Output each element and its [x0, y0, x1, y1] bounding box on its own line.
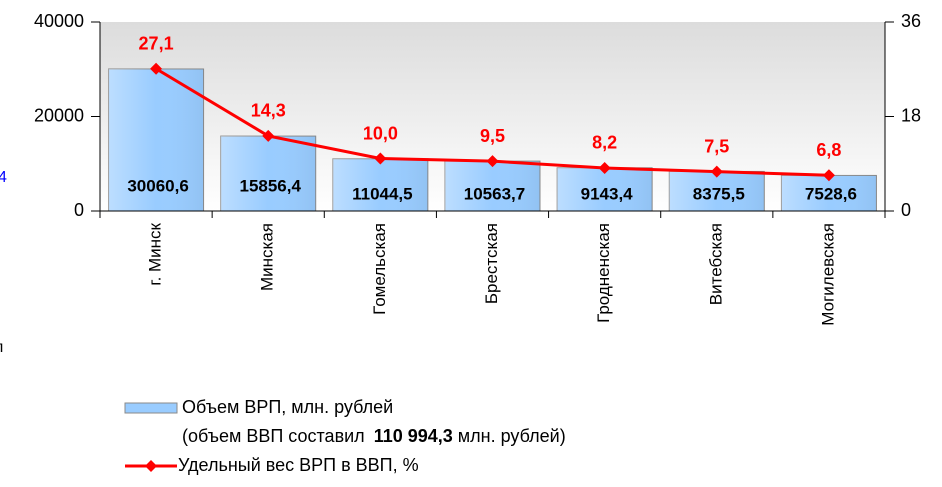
bar-shade — [557, 167, 653, 211]
y-tick-label: 0 — [74, 200, 84, 220]
legend-swatch — [124, 402, 178, 414]
legend-label: Объем ВРП, млн. рублей — [182, 397, 393, 417]
y2-tick-label: 0 — [901, 200, 911, 220]
bar-shade — [108, 68, 204, 212]
y2-tick-label: 36 — [901, 11, 921, 31]
x-tick-label: Гомельская — [370, 223, 389, 315]
bar-value-label: 30060,6 — [127, 176, 188, 195]
line-marker — [710, 165, 723, 178]
bar-shade — [332, 158, 428, 211]
legend-note: (объем ВВП составил 110 994,3 млн. рублей) — [182, 426, 566, 446]
cut-text: 4 — [0, 169, 7, 186]
x-tick-label: Гродненская — [594, 223, 613, 323]
line-marker — [262, 129, 275, 142]
x-tick-label: Витебская — [706, 223, 725, 305]
line-marker — [486, 155, 499, 168]
line-value-label: 10,0 — [363, 123, 398, 143]
cut-text: л — [0, 339, 3, 356]
legend-note-text: млн. рублей) — [458, 426, 566, 446]
bar-shade — [220, 136, 316, 211]
legend-note-text: (объем ВВП составил — [182, 426, 365, 446]
line-value-label: 7,5 — [704, 136, 729, 156]
legend-note-bold: 110 994,3 — [374, 426, 453, 446]
bar-value-label: 15856,4 — [239, 176, 301, 195]
bar-value-label: 11044,5 — [352, 184, 413, 203]
line-marker — [598, 161, 611, 174]
bar-shade — [781, 175, 877, 211]
line-value-label: 27,1 — [139, 33, 174, 53]
bar-shade — [669, 171, 765, 211]
y-tick-label: 20000 — [34, 105, 84, 125]
x-tick-label: Минская — [258, 223, 277, 291]
bar-shade — [445, 161, 540, 211]
line-value-label: 6,8 — [816, 140, 841, 160]
line-value-label: 9,5 — [480, 126, 505, 146]
line-value-label: 14,3 — [251, 101, 286, 121]
x-tick-label: Брестская — [482, 223, 501, 304]
x-tick-label: Могилевская — [818, 223, 837, 326]
legend-label: Удельный вес ВРП в ВВП, % — [178, 455, 419, 475]
line-marker — [150, 62, 163, 75]
bar-value-label: 10563,7 — [464, 184, 525, 203]
x-tick-label: г. Минск — [146, 222, 165, 285]
y2-tick-label: 18 — [901, 105, 921, 125]
bar-value-label: 9143,4 — [581, 184, 634, 203]
line-value-label: 8,2 — [592, 133, 617, 153]
legend-marker — [145, 460, 157, 472]
bar-value-label: 8375,5 — [693, 184, 745, 203]
bar-value-label: 7528,6 — [805, 184, 857, 203]
line-marker — [822, 169, 835, 182]
y-tick-label: 40000 — [34, 11, 84, 31]
line-marker — [374, 152, 387, 165]
